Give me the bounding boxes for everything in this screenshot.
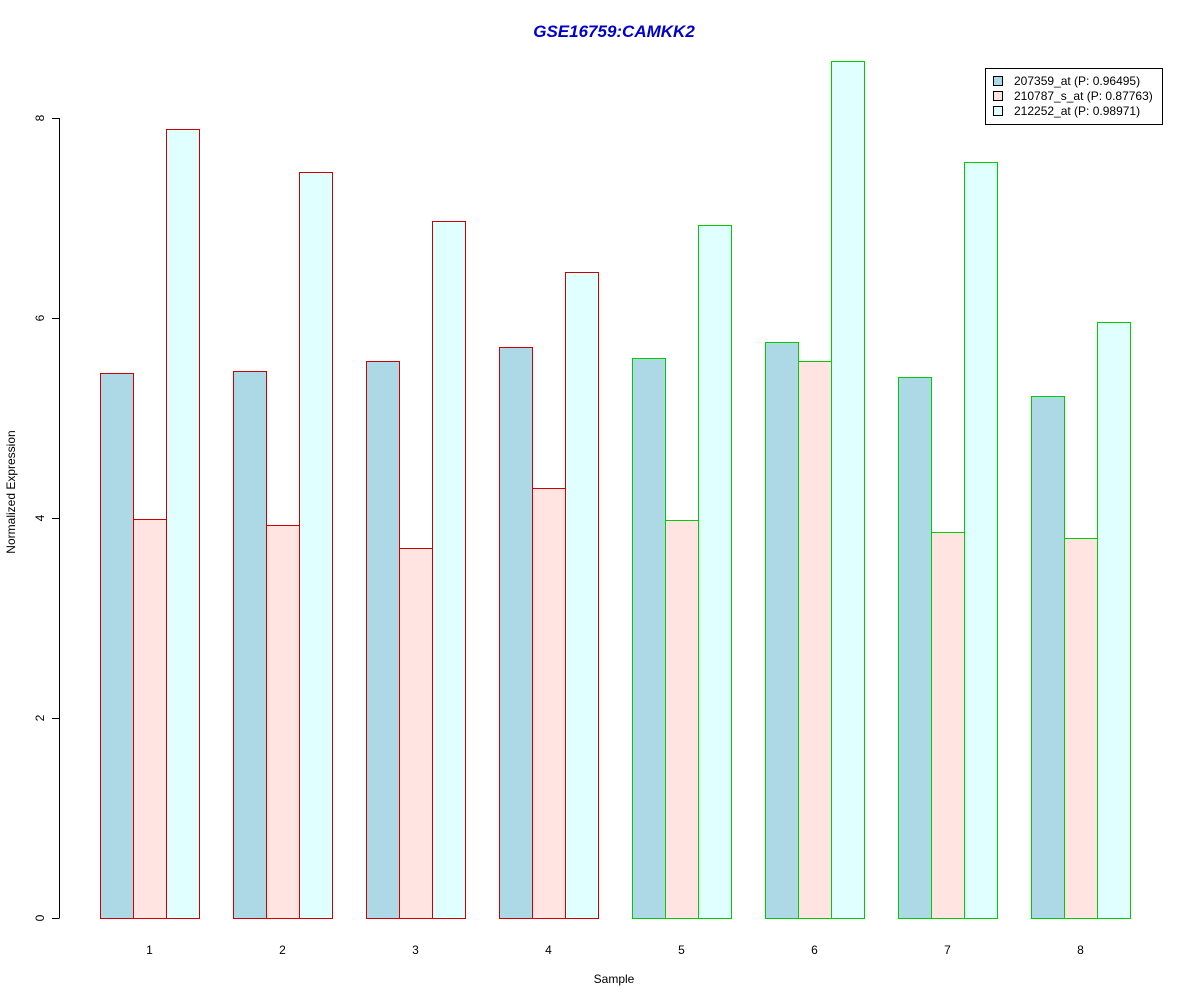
chart-title: GSE16759:CAMKK2 <box>533 22 695 41</box>
x-axis: 1 2 3 4 5 6 7 8 <box>146 943 1084 957</box>
x-tick-label-7: 7 <box>944 943 951 957</box>
legend-label-1: 207359_at (P: 0.96495) <box>1014 74 1140 88</box>
bar-sample-7-series-3 <box>964 162 998 919</box>
bar-sample-4-series-2 <box>532 488 566 919</box>
bar-sample-8-series-1 <box>1031 396 1065 919</box>
x-tick-label-8: 8 <box>1077 943 1084 957</box>
bar-sample-8-series-2 <box>1064 538 1098 919</box>
legend: 207359_at (P: 0.96495)210787_s_at (P: 0.… <box>985 68 1163 125</box>
legend-swatch-1 <box>993 76 1003 86</box>
x-tick-label-1: 1 <box>146 943 153 957</box>
bar-sample-4-series-3 <box>565 272 599 919</box>
bar-sample-8-series-3 <box>1097 322 1131 919</box>
bar-sample-3-series-3 <box>432 221 466 919</box>
bar-group-5 <box>632 225 732 919</box>
y-axis-label: Normalized Expression <box>4 430 18 553</box>
bars-layer <box>100 61 1131 919</box>
bar-sample-1-series-3 <box>166 129 200 919</box>
y-tick-label-4: 4 <box>33 514 47 521</box>
bar-sample-2-series-3 <box>299 172 333 919</box>
legend-swatch-2 <box>993 91 1003 101</box>
bar-group-4 <box>499 272 599 919</box>
legend-label-3: 212252_at (P: 0.98971) <box>1014 104 1140 118</box>
bar-group-1 <box>100 129 200 919</box>
bar-sample-3-series-2 <box>399 548 433 919</box>
bar-sample-4-series-1 <box>499 347 533 919</box>
bar-group-6 <box>765 61 865 919</box>
bar-sample-6-series-3 <box>831 61 865 919</box>
y-tick-label-0: 0 <box>33 914 47 921</box>
y-axis: 0 2 4 6 8 <box>33 114 60 921</box>
x-tick-label-5: 5 <box>678 943 685 957</box>
bar-group-8 <box>1031 322 1131 919</box>
x-tick-label-2: 2 <box>279 943 286 957</box>
bar-sample-6-series-2 <box>798 361 832 919</box>
x-axis-label: Sample <box>594 972 635 986</box>
bar-sample-7-series-2 <box>931 532 965 919</box>
bar-sample-7-series-1 <box>898 377 932 919</box>
bar-sample-1-series-2 <box>133 519 167 919</box>
y-tick-label-6: 6 <box>33 314 47 321</box>
bar-sample-2-series-1 <box>233 371 267 919</box>
legend-swatch-3 <box>993 106 1003 116</box>
bar-sample-2-series-2 <box>266 525 300 919</box>
bar-sample-1-series-1 <box>100 373 134 919</box>
x-tick-label-4: 4 <box>545 943 552 957</box>
x-tick-label-3: 3 <box>412 943 419 957</box>
bar-sample-5-series-2 <box>665 520 699 919</box>
bar-group-2 <box>233 172 333 919</box>
legend-label-2: 210787_s_at (P: 0.87763) <box>1014 89 1153 103</box>
bar-sample-6-series-1 <box>765 342 799 919</box>
bar-group-7 <box>898 162 998 919</box>
bar-sample-3-series-1 <box>366 361 400 919</box>
bar-group-3 <box>366 221 466 919</box>
bar-sample-5-series-3 <box>698 225 732 919</box>
y-tick-label-8: 8 <box>33 114 47 121</box>
y-tick-label-2: 2 <box>33 714 47 721</box>
x-tick-label-6: 6 <box>811 943 818 957</box>
legend-box <box>985 68 1163 125</box>
bar-sample-5-series-1 <box>632 358 666 919</box>
